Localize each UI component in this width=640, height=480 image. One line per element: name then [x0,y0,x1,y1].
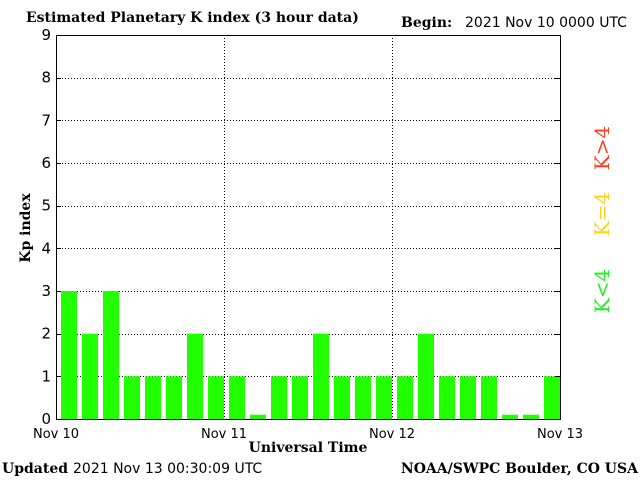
y-tick-label: 8 [41,69,51,87]
kp-bar [103,291,119,419]
kp-bar [397,376,413,419]
y-tick-label: 3 [41,282,51,300]
x-tick-label: Nov 12 [369,427,415,442]
y-tick-label: 2 [41,325,51,343]
legend-k-equals-4: K=4 [590,191,614,237]
y-tick-label: 1 [41,367,51,385]
updated-label: Updated [2,461,69,477]
x-tick-label: Nov 10 [33,427,79,442]
kp-bar [61,291,77,419]
kp-bar [376,376,392,419]
chart-title: Estimated Planetary K index (3 hour data… [26,10,359,26]
kp-bar [481,376,497,419]
ticks: 0 1 2 3 4 5 6 7 8 9 Nov 10 Nov 11 Nov 12 Nov 13 [33,26,583,442]
kp-bar [145,376,161,419]
kp-bar [250,414,266,419]
kp-bar [544,376,560,419]
kp-bar [187,333,203,419]
x-tick-label: Nov 11 [201,427,247,442]
kp-bar [523,414,539,419]
y-tick-label: 4 [41,239,51,257]
kp-bar [334,376,350,419]
legend-k-below-4: K<4 [590,268,614,314]
kp-bar [355,376,371,419]
kp-bar [82,333,98,419]
kp-bar [439,376,455,419]
kp-bar [124,376,140,419]
plot-frame [56,35,561,420]
updated-timestamp: 2021 Nov 13 00:30:09 UTC [73,461,263,477]
x-axis-label: Universal Time [248,440,368,456]
kp-bar [502,414,518,419]
kp-bar [292,376,308,419]
kp-bar [313,333,329,419]
begin-label: Begin: [401,15,453,31]
y-tick-label: 9 [41,26,51,44]
kp-bar [418,333,434,419]
bars [61,291,560,419]
credit-text: NOAA/SWPC Boulder, CO USA [400,461,638,477]
kp-bar [229,376,245,419]
begin-value: 2021 Nov 10 0000 UTC [465,15,627,31]
y-tick-label: 0 [41,410,51,428]
y-tick-label: 6 [41,154,51,172]
legend-k-above-4: K>4 [590,125,614,171]
kp-bar [271,376,287,419]
kp-bar [208,376,224,419]
kp-bar [460,376,476,419]
grid [56,35,560,419]
y-axis-label: Kp index [18,193,34,263]
y-tick-label: 7 [41,111,51,129]
y-tick-label: 5 [41,197,51,215]
kp-bar [166,376,182,419]
x-tick-label: Nov 13 [537,427,583,442]
